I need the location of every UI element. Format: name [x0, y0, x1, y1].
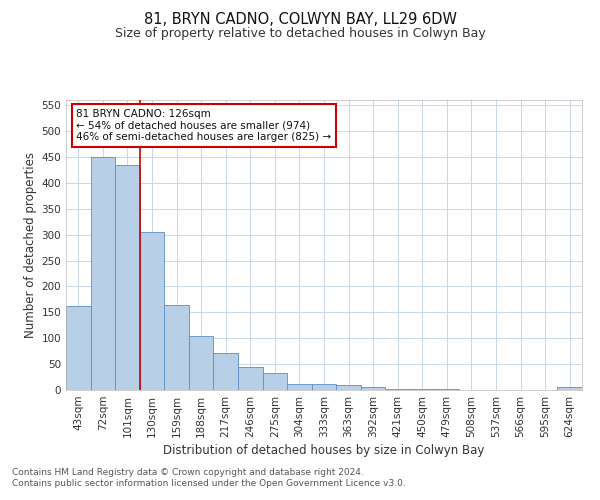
Bar [164, 304, 189, 390]
Y-axis label: Number of detached properties: Number of detached properties [24, 152, 37, 338]
Bar [238, 367, 263, 390]
Bar [66, 306, 91, 390]
Bar [263, 373, 287, 390]
Bar [140, 232, 164, 390]
Text: 81 BRYN CADNO: 126sqm
← 54% of detached houses are smaller (974)
46% of semi-det: 81 BRYN CADNO: 126sqm ← 54% of detached … [76, 108, 331, 142]
Text: 81, BRYN CADNO, COLWYN BAY, LL29 6DW: 81, BRYN CADNO, COLWYN BAY, LL29 6DW [143, 12, 457, 28]
Bar [214, 352, 238, 390]
Text: Size of property relative to detached houses in Colwyn Bay: Size of property relative to detached ho… [115, 28, 485, 40]
Bar [557, 388, 582, 390]
Bar [189, 336, 214, 390]
Bar [91, 157, 115, 390]
Bar [312, 384, 336, 390]
Bar [115, 164, 140, 390]
Bar [361, 388, 385, 390]
Bar [287, 384, 312, 390]
X-axis label: Distribution of detached houses by size in Colwyn Bay: Distribution of detached houses by size … [163, 444, 485, 457]
Bar [336, 386, 361, 390]
Text: Contains HM Land Registry data © Crown copyright and database right 2024.
Contai: Contains HM Land Registry data © Crown c… [12, 468, 406, 487]
Bar [385, 389, 410, 390]
